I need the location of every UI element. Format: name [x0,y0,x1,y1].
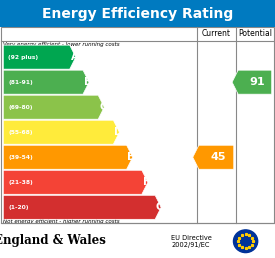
Text: Potential: Potential [238,29,272,38]
Text: (21-38): (21-38) [8,180,33,185]
Polygon shape [3,170,148,194]
Polygon shape [3,145,133,169]
Text: A: A [70,52,79,62]
Text: (92 plus): (92 plus) [8,55,38,60]
Polygon shape [193,145,234,169]
Polygon shape [3,95,104,119]
Text: 45: 45 [211,152,226,162]
Polygon shape [3,45,76,69]
Polygon shape [3,195,161,219]
Text: C: C [99,102,107,112]
Text: 2002/91/EC: 2002/91/EC [172,242,210,248]
Polygon shape [3,120,119,144]
Text: (69-80): (69-80) [8,105,33,110]
Polygon shape [232,70,272,94]
Text: EU Directive: EU Directive [171,235,211,241]
Text: (1-20): (1-20) [8,205,29,210]
Text: Energy Efficiency Rating: Energy Efficiency Rating [42,7,233,21]
Bar [1,27,274,223]
Circle shape [233,230,258,253]
Text: F: F [143,177,150,187]
Polygon shape [3,70,89,94]
Text: (55-68): (55-68) [8,130,33,135]
Text: (39-54): (39-54) [8,155,33,160]
Text: Very energy efficient - lower running costs: Very energy efficient - lower running co… [3,42,120,46]
Text: Not energy efficient - higher running costs: Not energy efficient - higher running co… [3,219,120,224]
Bar [0,0,275,27]
Text: (81-91): (81-91) [8,80,33,85]
Text: Current: Current [202,29,231,38]
Text: B: B [84,77,92,87]
Text: D: D [114,127,123,137]
Text: E: E [127,152,134,162]
Text: 91: 91 [249,77,265,87]
Text: England & Wales: England & Wales [0,234,105,247]
Text: G: G [156,202,164,212]
